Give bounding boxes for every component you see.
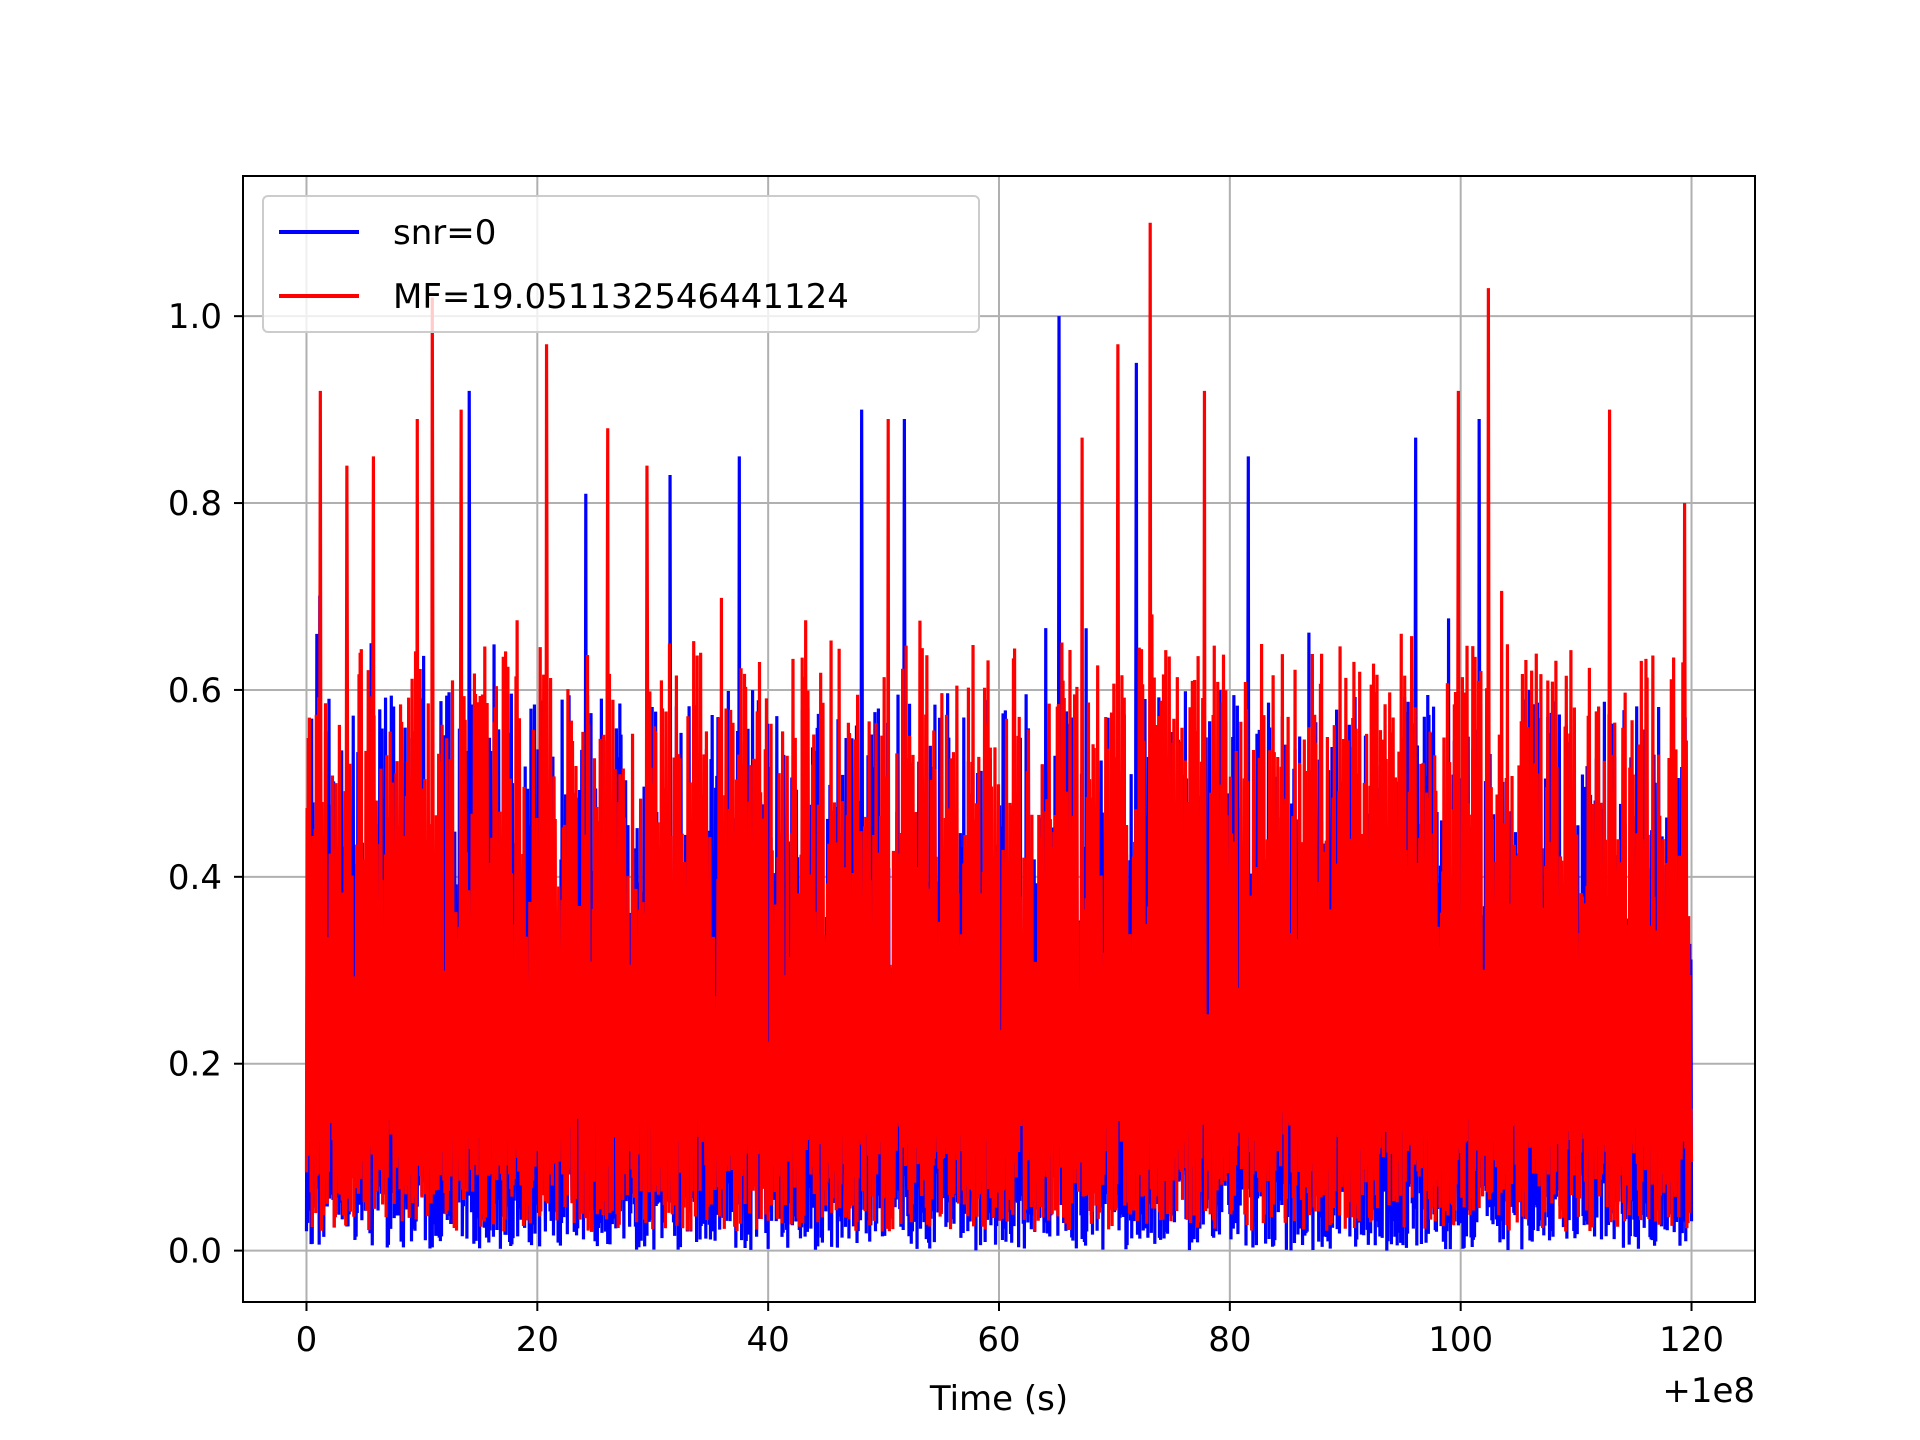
- y-tick-label: 0.6: [168, 671, 222, 711]
- x-tick-label: 80: [1208, 1320, 1251, 1360]
- legend-label-mf: MF=19.051132546441124: [393, 277, 849, 317]
- x-tick-label: 20: [516, 1320, 559, 1360]
- x-tick-label: 100: [1428, 1320, 1493, 1360]
- series-line-1: [304, 222, 1694, 1232]
- legend-label-snr: snr=0: [393, 213, 496, 253]
- x-axis-offset-label: +1e8: [1662, 1371, 1755, 1411]
- x-tick-label: 0: [296, 1320, 318, 1360]
- y-tick-label: 0.0: [168, 1232, 222, 1272]
- x-tick-label: 40: [747, 1320, 790, 1360]
- y-tick-label: 1.0: [168, 297, 222, 337]
- y-tick-label: 0.2: [168, 1045, 222, 1085]
- y-tick-label: 0.8: [168, 484, 222, 524]
- x-tick-label: 120: [1659, 1320, 1724, 1360]
- x-tick-label: 60: [977, 1320, 1020, 1360]
- axis-ticks: 0 20 40 60 80 100 120 0.0 0.2 0.4 0.6 0.8 1.0: [168, 297, 1724, 1360]
- legend: snr=0 MF=19.051132546441124: [262, 195, 980, 333]
- x-axis-label: Time (s): [929, 1379, 1068, 1419]
- plot-lines: [304, 222, 1694, 1251]
- legend-box: [262, 195, 980, 333]
- y-tick-label: 0.4: [168, 858, 222, 898]
